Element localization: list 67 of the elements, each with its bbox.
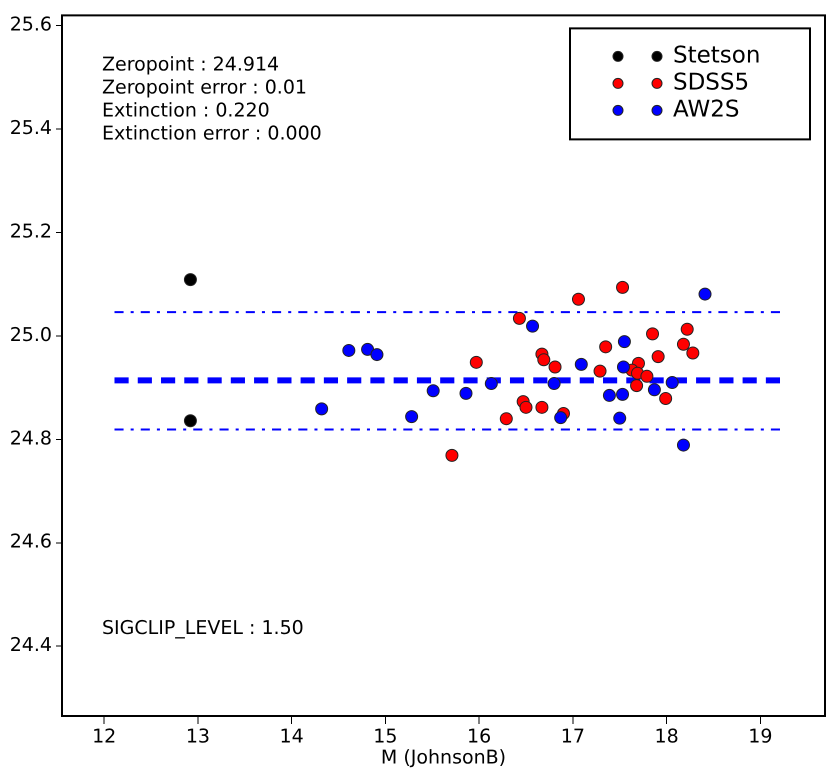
point <box>613 412 626 425</box>
point <box>548 377 561 390</box>
annotation: Extinction : 0.220 <box>102 99 270 122</box>
point <box>315 402 328 416</box>
point <box>698 288 712 301</box>
y-tick-label: 25.4 <box>10 117 52 140</box>
x-axis-title: M (JohnsonB) <box>380 746 506 769</box>
point <box>342 344 356 357</box>
point <box>574 358 588 371</box>
point <box>680 322 694 336</box>
point <box>184 414 197 428</box>
y-tick-label: 25.0 <box>10 324 52 346</box>
annotation: Extinction error : 0.000 <box>102 122 322 144</box>
point <box>594 364 607 378</box>
point <box>618 335 631 348</box>
point <box>602 388 616 402</box>
point <box>659 392 672 406</box>
point <box>519 400 532 414</box>
point <box>599 340 612 354</box>
point <box>616 360 630 374</box>
point <box>652 350 665 364</box>
annotation: Zeropoint : 24.914 <box>102 53 280 76</box>
x-tick-label: 16 <box>467 725 492 748</box>
point <box>554 411 568 424</box>
point <box>526 320 540 333</box>
legend-label: SDSS5 <box>673 69 750 96</box>
point <box>470 356 483 369</box>
point <box>676 438 690 452</box>
point <box>405 410 418 424</box>
point <box>572 292 585 306</box>
y-tick-label: 25.6 <box>10 14 52 36</box>
x-tick-label: 17 <box>560 725 585 748</box>
point <box>512 312 526 325</box>
point <box>616 388 630 401</box>
point <box>616 280 630 294</box>
legend-label: AW2S <box>673 96 740 122</box>
annotation: Zeropoint error : 0.01 <box>102 76 308 98</box>
legend-label: Stetson <box>673 42 760 68</box>
point <box>445 448 458 462</box>
point <box>666 376 679 390</box>
x-tick-label: 12 <box>92 725 116 748</box>
point <box>535 400 548 414</box>
point <box>484 377 498 390</box>
point <box>630 379 644 392</box>
point <box>648 383 661 396</box>
point <box>640 370 654 383</box>
x-tick-label: 13 <box>186 725 210 748</box>
y-tick-label: 25.2 <box>10 220 52 242</box>
point <box>500 412 513 426</box>
point <box>426 384 440 398</box>
x-tick-label: 18 <box>654 725 679 748</box>
point <box>361 342 374 356</box>
point <box>459 386 472 400</box>
point <box>686 346 700 360</box>
y-tick-label: 24.6 <box>10 530 52 553</box>
point <box>548 360 562 374</box>
x-tick-label: 14 <box>280 725 304 748</box>
point <box>184 273 197 286</box>
y-tick-label: 24.8 <box>10 427 52 450</box>
x-tick-label: 15 <box>373 725 398 748</box>
point <box>370 348 384 362</box>
annotation: SIGCLIP_LEVEL : 1.50 <box>102 616 304 639</box>
point <box>537 353 550 366</box>
point <box>646 327 660 340</box>
point <box>676 338 690 351</box>
x-tick-label: 19 <box>748 725 772 748</box>
y-tick-label: 24.4 <box>10 634 52 656</box>
